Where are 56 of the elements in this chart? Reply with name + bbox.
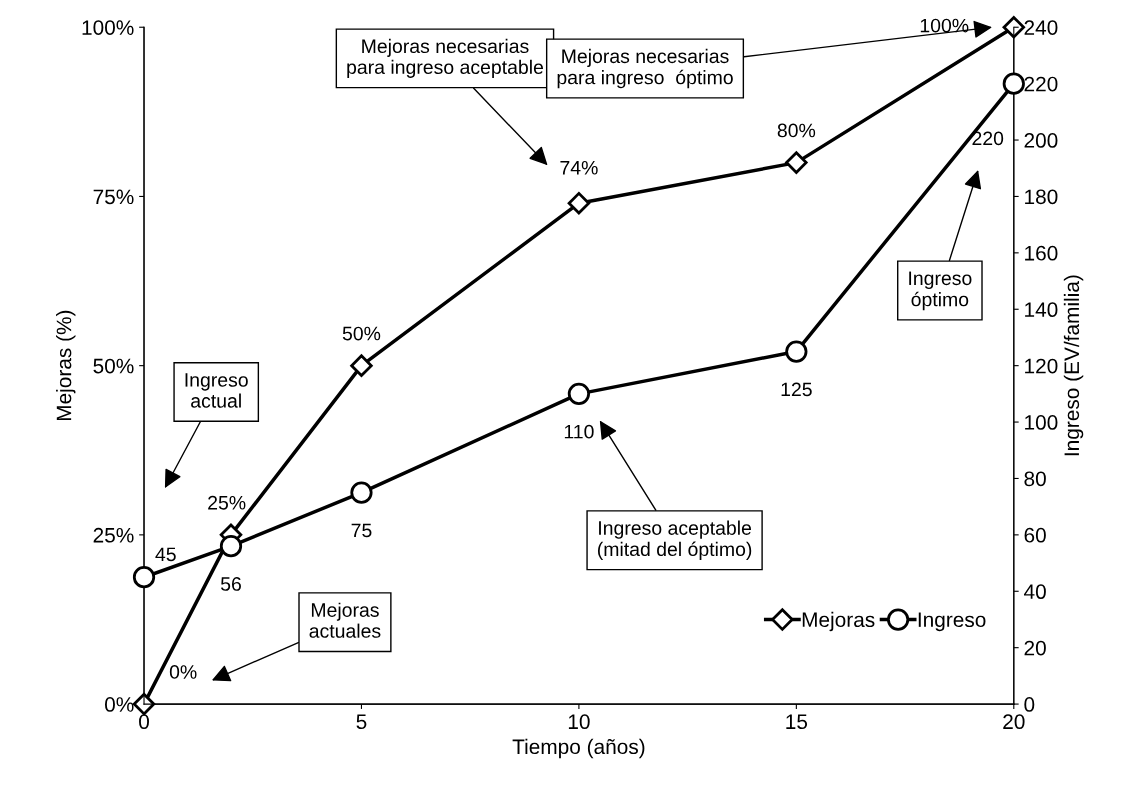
annotation: Mejoras necesarias para ingreso aceptable: [347, 38, 544, 78]
annotation: Mejoras necesarias para ingreso óptimo: [557, 48, 733, 89]
point: [132, 566, 156, 589]
legend-label: Ingreso: [918, 612, 986, 632]
y-axis-title: Mejoras (%): [56, 310, 76, 421]
y2-tick-label: 240: [1024, 20, 1058, 35]
data-label: 50%: [342, 326, 381, 341]
y2-tick-label: 160: [1025, 245, 1058, 261]
annotation: Mejoras actuales: [309, 602, 381, 638]
data-label: 25%: [208, 495, 246, 510]
data-label: 220: [972, 131, 1004, 146]
y2-tick-label: 200: [1024, 133, 1058, 148]
data-label: 125: [781, 382, 812, 397]
point: [1002, 72, 1025, 95]
point: [785, 340, 808, 363]
annotation: Ingreso óptimo: [909, 271, 972, 311]
point: [350, 481, 373, 504]
y-tick-label: 75%: [93, 189, 134, 205]
data-label: 110: [564, 424, 594, 439]
x-axis-title: Tiempo (años): [512, 738, 645, 759]
y-tick-label: 0%: [105, 697, 134, 712]
y2-tick-label: 20: [1024, 640, 1046, 656]
data-label: 56: [220, 577, 241, 591]
point: [1002, 16, 1026, 39]
point: [567, 382, 591, 405]
annotation: Ingreso actual: [185, 373, 248, 408]
data-label: 100%: [920, 18, 969, 33]
point: [350, 354, 373, 377]
y2-tick-label: 220: [1024, 76, 1058, 92]
point: [219, 535, 243, 558]
x-tick-label: 10: [568, 714, 590, 730]
x-tick-label: 15: [786, 714, 808, 730]
y2-tick-label: 100: [1025, 415, 1058, 430]
legend-label: Mejoras: [802, 611, 875, 632]
y-tick-label: 100%: [82, 20, 134, 35]
data-label: 75: [351, 523, 372, 538]
data-label: 80%: [777, 123, 816, 138]
data-label: 74%: [560, 160, 598, 175]
x-tick-label: 0: [139, 714, 149, 730]
data-label: 0%: [169, 665, 197, 679]
y-tick-label: 25%: [93, 527, 134, 543]
x-tick-label: 5: [356, 714, 367, 730]
x-tick-label: 20: [1003, 714, 1025, 730]
annotation: Ingreso aceptable (mitad del óptimo): [597, 520, 752, 560]
y2-tick-label: 80: [1024, 471, 1046, 487]
y2-tick-label: 120: [1025, 358, 1058, 374]
y2-tick-label: 60: [1024, 527, 1046, 543]
y2-tick-label: 0: [1024, 697, 1035, 712]
point: [785, 151, 808, 174]
point: [567, 192, 591, 215]
y2-axis-title: Ingreso (EV/familia): [1063, 275, 1084, 456]
y-tick-label: 50%: [93, 358, 134, 374]
y2-tick-label: 180: [1025, 189, 1058, 205]
y2-tick-label: 40: [1024, 584, 1046, 600]
y2-tick-label: 140: [1025, 302, 1058, 318]
data-label: 45: [155, 547, 176, 562]
